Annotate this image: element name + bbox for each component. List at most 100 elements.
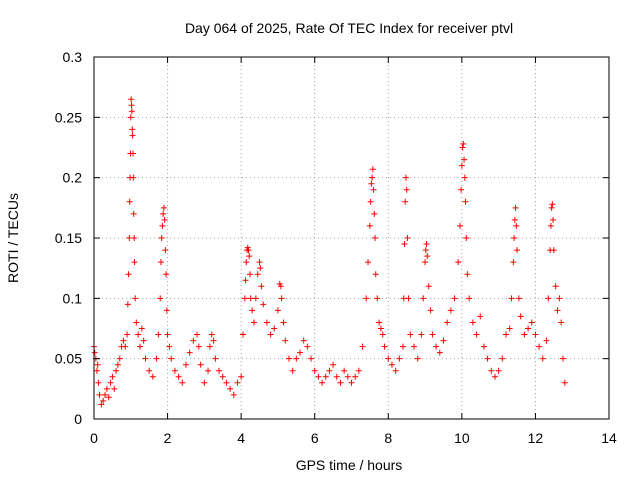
data-point (404, 235, 411, 241)
data-point (135, 331, 142, 338)
data-point (124, 331, 131, 338)
data-point (247, 295, 254, 302)
data-point (402, 174, 409, 181)
data-point (363, 295, 370, 302)
data-point (125, 271, 132, 278)
y-tick-label: 0.2 (63, 170, 83, 186)
data-point (179, 379, 186, 386)
data-point (433, 343, 440, 350)
data-point (539, 355, 546, 362)
data-point (369, 174, 376, 181)
data-point (93, 367, 100, 374)
data-point (532, 331, 539, 338)
data-point (458, 186, 465, 193)
x-tick-label: 6 (311, 430, 319, 446)
data-point (239, 331, 246, 338)
data-point (379, 331, 386, 338)
data-point (160, 204, 167, 211)
data-point (126, 198, 133, 205)
tick-labels: 0 2 4 6 8 10 12 14 0 0.05 0.1 0.15 0.2 0.25 0.3 (55, 49, 617, 446)
data-point (142, 355, 149, 362)
data-point (212, 355, 219, 362)
data-point (461, 174, 468, 181)
data-point (444, 319, 451, 326)
data-point (511, 235, 518, 241)
data-point (458, 162, 465, 169)
data-point (263, 319, 270, 326)
data-point (400, 343, 406, 350)
data-point (267, 331, 274, 338)
data-point (166, 343, 173, 350)
data-point (473, 331, 480, 338)
x-tick-label: 4 (237, 430, 245, 446)
data-point (103, 385, 110, 392)
data-point (517, 313, 524, 320)
data-point (550, 247, 557, 254)
data-point (102, 391, 109, 398)
data-point (508, 295, 515, 302)
data-point (330, 361, 337, 368)
data-point (365, 259, 372, 266)
data-point (162, 247, 169, 254)
data-point (161, 216, 168, 223)
data-point (251, 319, 258, 326)
data-point (271, 325, 278, 332)
data-point (418, 331, 425, 338)
data-point (371, 210, 378, 217)
data-point (451, 295, 458, 302)
data-point (366, 222, 373, 229)
data-point (155, 331, 162, 338)
data-point (515, 295, 522, 302)
data-point (367, 198, 374, 205)
data-point (495, 367, 502, 374)
data-point (256, 259, 263, 266)
data-point (158, 235, 165, 241)
x-tick-label: 12 (528, 430, 544, 446)
data-point (549, 201, 556, 208)
data-point (414, 355, 421, 362)
data-point (252, 295, 259, 302)
data-point (98, 401, 105, 408)
y-tick-label: 0.25 (55, 109, 82, 125)
data-point (130, 210, 137, 217)
y-tick-label: 0.3 (63, 49, 83, 65)
data-point (227, 385, 234, 392)
data-point (488, 367, 495, 374)
data-point (195, 343, 202, 350)
data-point (175, 373, 182, 380)
data-point (140, 337, 147, 344)
data-point (545, 295, 552, 302)
data-point (190, 337, 197, 344)
data-point (132, 295, 139, 302)
data-point (274, 307, 281, 314)
data-points (91, 96, 568, 408)
data-point (480, 343, 487, 350)
data-point (372, 235, 379, 241)
data-point (205, 367, 212, 374)
data-point (131, 259, 138, 266)
data-point (116, 355, 123, 362)
data-point (561, 379, 568, 386)
data-point (512, 204, 519, 211)
data-point (194, 331, 200, 338)
data-point (258, 283, 265, 290)
y-axis-label: ROTI / TECUs (5, 193, 21, 283)
data-point (129, 150, 136, 157)
data-point (319, 379, 326, 386)
y-tick-label: 0.05 (55, 351, 82, 367)
data-point (216, 367, 223, 374)
data-point (131, 235, 138, 241)
data-point (120, 337, 127, 344)
data-point (111, 385, 118, 392)
data-point (484, 355, 491, 362)
data-point (536, 343, 543, 350)
data-point (355, 367, 362, 374)
data-point (464, 271, 471, 278)
data-point (374, 295, 381, 302)
data-point (447, 307, 454, 314)
data-point (543, 337, 550, 344)
data-point (128, 102, 135, 109)
data-point (491, 373, 498, 380)
data-point (157, 295, 164, 302)
